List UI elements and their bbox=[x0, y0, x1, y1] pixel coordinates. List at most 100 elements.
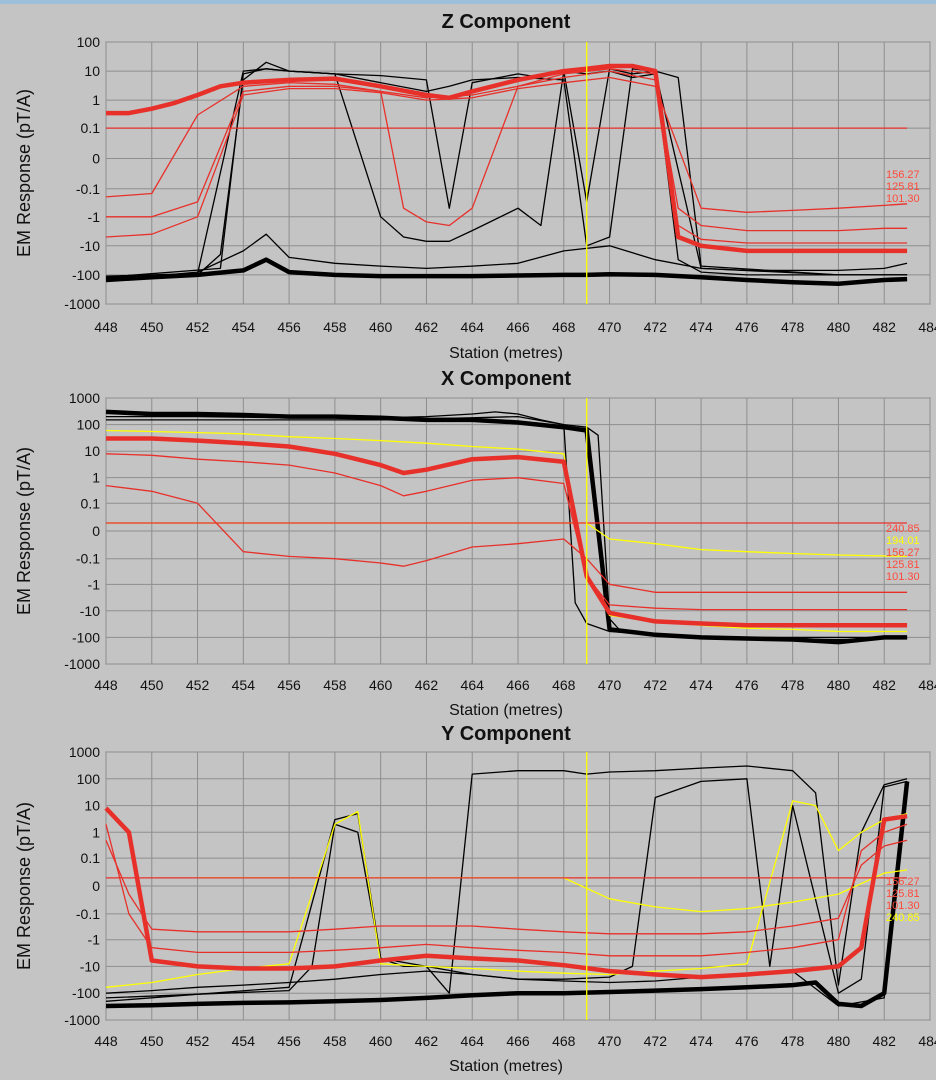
y-tick-label: -10 bbox=[80, 958, 100, 974]
series-line bbox=[105, 429, 908, 633]
x-tick-label: 464 bbox=[461, 677, 485, 693]
channel-label: 156.27 bbox=[886, 169, 920, 181]
series-line bbox=[105, 800, 908, 988]
series-line bbox=[105, 453, 908, 611]
series-line bbox=[105, 484, 908, 593]
x-tick-label: 454 bbox=[232, 319, 256, 335]
y-tick-label: 0.1 bbox=[81, 120, 101, 136]
series-line bbox=[106, 415, 908, 639]
y-tick-label: 1000 bbox=[69, 390, 100, 406]
channel-label: 125.81 bbox=[886, 181, 920, 193]
channel-label: 156.27 bbox=[886, 876, 920, 888]
chart-title: Z Component bbox=[442, 11, 571, 33]
window-top-border bbox=[0, 0, 936, 4]
x-tick-label: 482 bbox=[873, 1033, 897, 1049]
x-tick-label: 474 bbox=[689, 677, 713, 693]
series-line bbox=[105, 76, 908, 238]
series-line bbox=[106, 70, 908, 232]
x-tick-label: 468 bbox=[552, 1033, 576, 1049]
series-line bbox=[105, 839, 908, 935]
series-line bbox=[105, 257, 908, 286]
x-tick-label: 458 bbox=[323, 319, 347, 335]
x-tick-label: 466 bbox=[506, 319, 530, 335]
channel-label: 240.85 bbox=[886, 912, 920, 924]
y-tick-label: -10 bbox=[80, 238, 100, 254]
x-tick-label: 470 bbox=[598, 319, 622, 335]
y-axis-label: EM Response (pT/A) bbox=[14, 447, 34, 615]
chart-panel-2: 448 450 452 454 456 458 460 462 464 466 468 470 472 4… bbox=[14, 368, 936, 719]
series-line bbox=[106, 63, 908, 254]
x-tick-label: 468 bbox=[552, 677, 576, 693]
series-line bbox=[105, 233, 908, 278]
y-tick-label: 10 bbox=[84, 798, 100, 814]
x-tick-label: 474 bbox=[689, 1033, 713, 1049]
x-tick-label: 460 bbox=[369, 319, 393, 335]
x-tick-label: 474 bbox=[689, 319, 713, 335]
x-axis-label: Station (metres) bbox=[449, 1058, 563, 1075]
y-axis-label: EM Response (pT/A) bbox=[14, 802, 34, 970]
y-tick-label: 0.1 bbox=[81, 850, 101, 866]
channel-label: 125.81 bbox=[886, 888, 920, 900]
y-tick-label: -1 bbox=[88, 932, 101, 948]
x-tick-label: 456 bbox=[277, 319, 301, 335]
x-tick-label: 470 bbox=[598, 677, 622, 693]
series-line bbox=[106, 436, 908, 628]
series-line bbox=[105, 68, 908, 244]
x-tick-label: 482 bbox=[873, 319, 897, 335]
chart-title: Y Component bbox=[441, 723, 571, 745]
y-tick-label: -1000 bbox=[64, 656, 100, 672]
x-tick-label: 470 bbox=[598, 1033, 622, 1049]
y-tick-label: 100 bbox=[77, 34, 101, 50]
x-tick-label: 450 bbox=[140, 1033, 164, 1049]
x-tick-label: 484 bbox=[918, 319, 936, 335]
y-tick-label: 0 bbox=[92, 523, 100, 539]
x-tick-label: 458 bbox=[323, 1033, 347, 1049]
series-line bbox=[105, 823, 908, 957]
x-tick-label: 464 bbox=[461, 319, 485, 335]
x-tick-label: 452 bbox=[186, 1033, 210, 1049]
x-tick-label: 480 bbox=[827, 677, 851, 693]
y-tick-label: 10 bbox=[84, 63, 100, 79]
x-tick-label: 460 bbox=[369, 677, 393, 693]
x-tick-label: 448 bbox=[94, 677, 118, 693]
x-tick-label: 466 bbox=[506, 677, 530, 693]
y-tick-label: 100 bbox=[77, 771, 101, 787]
x-tick-label: 454 bbox=[232, 1033, 256, 1049]
x-axis-label: Station (metres) bbox=[449, 345, 563, 362]
y-tick-label: -1 bbox=[88, 576, 101, 592]
channel-label: 101.30 bbox=[886, 900, 920, 912]
x-tick-label: 472 bbox=[644, 1033, 668, 1049]
y-tick-label: -100 bbox=[72, 267, 100, 283]
x-tick-label: 466 bbox=[506, 1033, 530, 1049]
y-tick-label: 1 bbox=[92, 470, 100, 486]
x-tick-label: 458 bbox=[323, 677, 347, 693]
y-axis-label: EM Response (pT/A) bbox=[14, 89, 34, 257]
x-tick-label: 454 bbox=[232, 677, 256, 693]
y-tick-label: -0.1 bbox=[76, 906, 100, 922]
x-tick-label: 472 bbox=[644, 677, 668, 693]
channel-label: 101.30 bbox=[886, 193, 920, 205]
y-tick-label: -0.1 bbox=[76, 551, 100, 567]
series-line bbox=[105, 765, 908, 999]
x-tick-label: 464 bbox=[461, 1033, 485, 1049]
x-tick-label: 478 bbox=[781, 1033, 805, 1049]
x-tick-label: 478 bbox=[781, 677, 805, 693]
y-tick-label: 0 bbox=[92, 150, 100, 166]
channel-label: 156.27 bbox=[886, 547, 920, 559]
x-tick-label: 468 bbox=[552, 319, 576, 335]
x-tick-label: 478 bbox=[781, 319, 805, 335]
y-tick-label: -0.1 bbox=[76, 181, 100, 197]
x-tick-label: 484 bbox=[918, 1033, 936, 1049]
x-tick-label: 476 bbox=[735, 319, 759, 335]
x-tick-label: 448 bbox=[94, 319, 118, 335]
x-tick-label: 476 bbox=[735, 677, 759, 693]
chart-title: X Component bbox=[441, 368, 571, 390]
y-tick-label: -1000 bbox=[64, 1012, 100, 1028]
x-tick-label: 460 bbox=[369, 1033, 393, 1049]
channel-label: 194.01 bbox=[886, 535, 920, 547]
x-tick-label: 450 bbox=[140, 677, 164, 693]
x-tick-label: 450 bbox=[140, 319, 164, 335]
y-tick-label: 1 bbox=[92, 92, 100, 108]
x-tick-label: 480 bbox=[827, 1033, 851, 1049]
